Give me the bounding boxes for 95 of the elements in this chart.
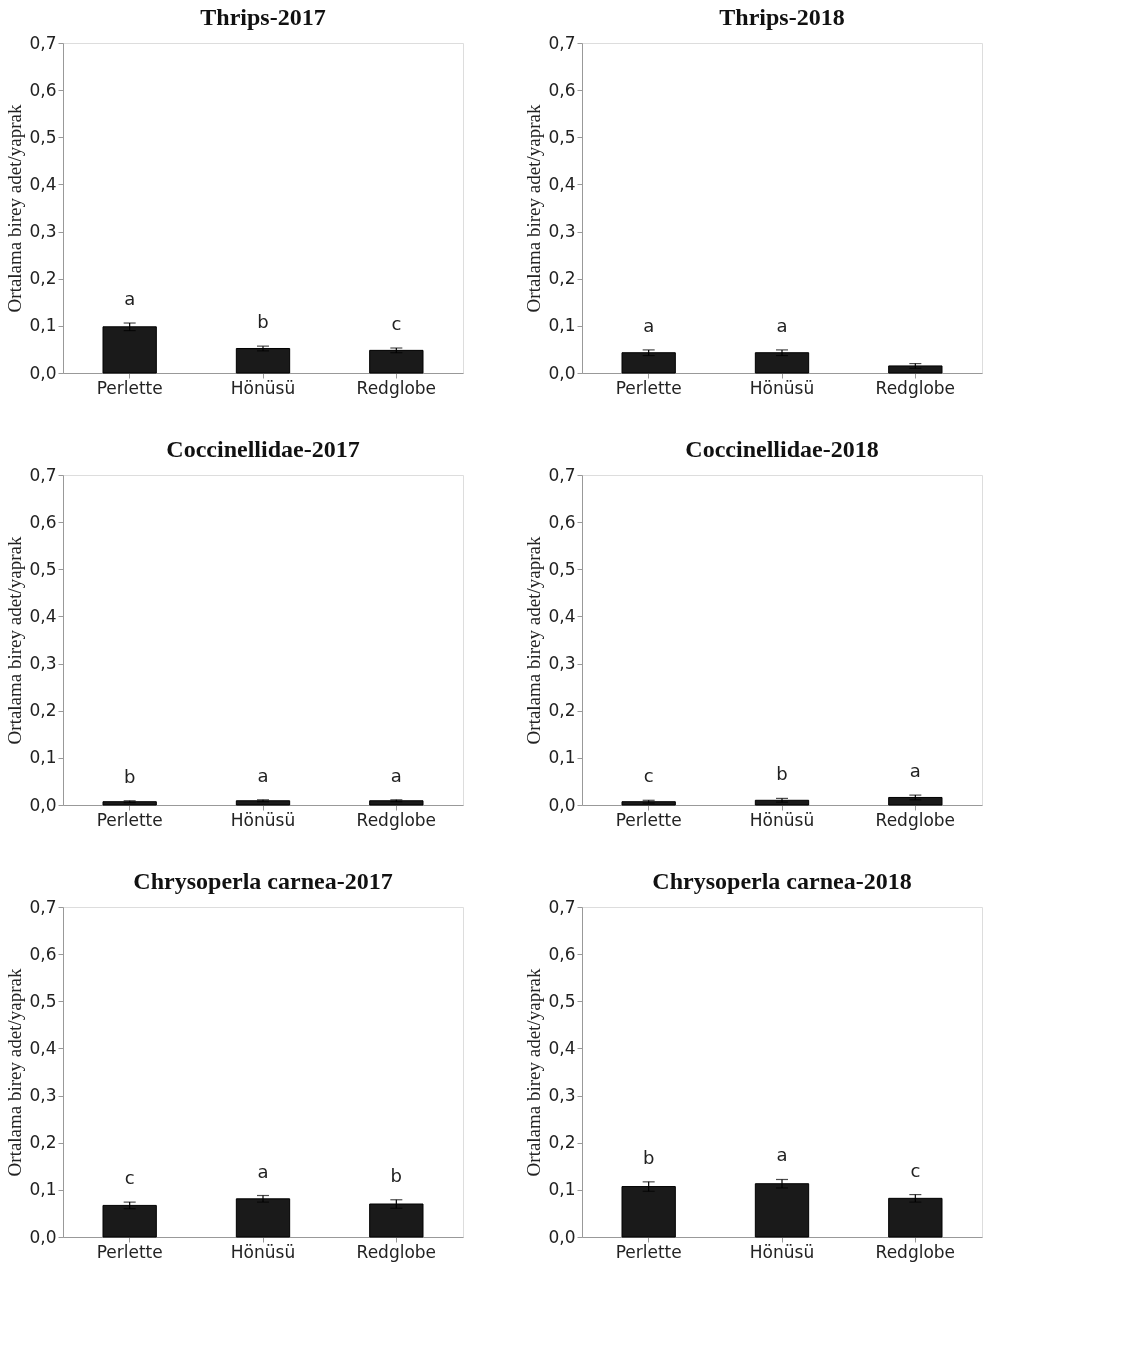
y-axis-title: Ortalama birey adet/yaprak (523, 536, 545, 745)
y-tick-label: 0,5 (29, 126, 57, 147)
x-tick-label: Redglobe (356, 377, 437, 398)
annotation: c (391, 313, 402, 335)
annotation: b (642, 1146, 655, 1168)
y-axis-title: Ortalama birey adet/yaprak (4, 104, 26, 313)
annotation: a (390, 764, 402, 786)
annotation: a (643, 314, 655, 336)
y-tick-label: 0,7 (29, 464, 57, 485)
x-tick-label: Redglobe (875, 377, 956, 398)
x-tick-label: Hönüsü (749, 377, 815, 398)
x-tick-label: Hönüsü (230, 377, 296, 398)
x-tick-label: Perlette (615, 377, 682, 398)
y-tick-label: 0,7 (548, 32, 576, 53)
y-tick-label: 0,5 (548, 558, 576, 579)
annotation: b (123, 765, 136, 787)
x-tick-label: Redglobe (356, 1241, 437, 1262)
x-tick-label: Redglobe (356, 809, 437, 830)
y-tick-label: 0,4 (29, 173, 57, 194)
y-tick-label: 0,5 (548, 126, 576, 147)
annotation: a (909, 760, 921, 782)
y-tick-label: 0,3 (548, 653, 576, 674)
x-tick-label: Hönüsü (230, 809, 296, 830)
y-tick-label: 0,4 (29, 605, 57, 626)
annotation: c (124, 1167, 135, 1189)
y-tick-label: 0,1 (29, 747, 57, 768)
chart-title: Chrysoperla carnea-2017 (133, 868, 393, 894)
y-tick-label: 0,6 (29, 943, 57, 964)
annotation: c (643, 765, 654, 787)
x-tick-label: Hönüsü (230, 1241, 296, 1262)
y-tick-label: 0,7 (548, 896, 576, 917)
y-tick-label: 0,4 (548, 605, 576, 626)
annotation: a (124, 288, 136, 310)
y-tick-label: 0,3 (548, 1085, 576, 1106)
annotation: a (776, 1144, 788, 1166)
y-tick-label: 0,2 (29, 1132, 57, 1153)
y-tick-label: 0,1 (548, 1179, 576, 1200)
y-tick-label: 0,7 (548, 464, 576, 485)
y-tick-label: 0,3 (29, 1085, 57, 1106)
x-tick-label: Redglobe (875, 1241, 956, 1262)
annotation: a (257, 764, 269, 786)
chart-title: Thrips-2018 (719, 4, 845, 30)
x-tick-label: Redglobe (875, 809, 956, 830)
y-tick-label: 0,5 (548, 990, 576, 1011)
y-axis-title: Ortalama birey adet/yaprak (4, 968, 26, 1177)
y-tick-label: 0,2 (548, 1132, 576, 1153)
x-tick-label: Perlette (96, 1241, 163, 1262)
y-tick-label: 0,0 (29, 362, 57, 383)
y-tick-label: 0,1 (29, 315, 57, 336)
y-tick-label: 0,2 (29, 700, 57, 721)
y-tick-label: 0,6 (548, 79, 576, 100)
y-tick-label: 0,6 (548, 943, 576, 964)
y-tick-label: 0,3 (29, 221, 57, 242)
y-tick-label: 0,0 (548, 362, 576, 383)
annotation: a (257, 1160, 269, 1182)
x-tick-label: Hönüsü (749, 809, 815, 830)
annotation: b (390, 1164, 403, 1186)
y-tick-label: 0,5 (29, 990, 57, 1011)
chart-title: Chrysoperla carnea-2018 (652, 868, 912, 894)
y-tick-label: 0,4 (548, 173, 576, 194)
y-tick-label: 0,0 (29, 794, 57, 815)
y-tick-label: 0,0 (548, 1226, 576, 1247)
chart-title: Coccinellidae-2017 (166, 436, 360, 462)
y-tick-label: 0,0 (548, 794, 576, 815)
x-tick-label: Perlette (615, 809, 682, 830)
y-axis-title: Ortalama birey adet/yaprak (523, 104, 545, 313)
x-tick-label: Perlette (96, 377, 163, 398)
y-tick-label: 0,6 (548, 511, 576, 532)
annotation: b (776, 763, 788, 785)
y-tick-label: 0,6 (29, 79, 57, 100)
chart-title: Thrips-2017 (200, 4, 326, 30)
y-axis-title: Ortalama birey adet/yaprak (523, 968, 545, 1177)
x-tick-label: Perlette (615, 1241, 682, 1262)
y-tick-label: 0,3 (548, 221, 576, 242)
y-tick-label: 0,2 (548, 700, 576, 721)
y-tick-label: 0,4 (548, 1037, 576, 1058)
y-tick-label: 0,7 (29, 32, 57, 53)
x-tick-label: Perlette (96, 809, 163, 830)
y-tick-label: 0,7 (29, 896, 57, 917)
annotation: c (910, 1159, 921, 1181)
y-tick-label: 0,5 (29, 558, 57, 579)
y-tick-label: 0,2 (548, 268, 576, 289)
annotation: b (257, 311, 269, 333)
y-tick-label: 0,3 (29, 653, 57, 674)
y-axis-title: Ortalama birey adet/yaprak (4, 536, 26, 745)
y-tick-label: 0,1 (548, 315, 576, 336)
chart-title: Coccinellidae-2018 (685, 436, 879, 462)
y-tick-label: 0,4 (29, 1037, 57, 1058)
y-tick-label: 0,6 (29, 511, 57, 532)
x-tick-label: Hönüsü (749, 1241, 815, 1262)
y-tick-label: 0,1 (29, 1179, 57, 1200)
annotation: a (776, 314, 788, 336)
y-tick-label: 0,1 (548, 747, 576, 768)
y-tick-label: 0,0 (29, 1226, 57, 1247)
y-tick-label: 0,2 (29, 268, 57, 289)
